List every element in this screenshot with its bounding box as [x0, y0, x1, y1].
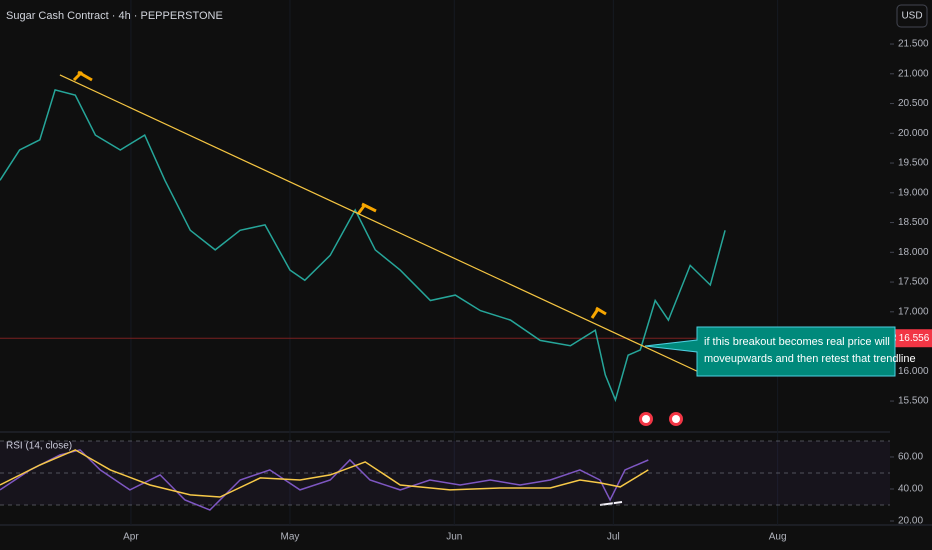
trendline	[59, 74, 706, 376]
event-icons	[639, 412, 683, 426]
y-tick-label: 17.500	[898, 277, 929, 288]
series-line	[0, 449, 649, 511]
series-line	[0, 449, 649, 498]
y-tick-label: 18.500	[898, 217, 929, 228]
y-tick-label: 16.000	[898, 366, 929, 377]
y-tick-label: 20.500	[898, 98, 929, 109]
hammer-icons	[72, 70, 607, 319]
y-tick-label: 19.000	[898, 187, 929, 198]
price-tag-value-bg	[896, 329, 932, 348]
callout-text: if this breakout becomes real price will	[704, 336, 890, 348]
x-tick-label: Jun	[446, 532, 462, 543]
hammer-icon	[590, 306, 607, 319]
y-tick-label: 60.00	[898, 452, 923, 463]
x-tick-label: Jul	[607, 532, 620, 543]
x-tick-label: Apr	[123, 532, 139, 543]
event-icon-inner	[672, 415, 680, 423]
y-tick-label: 20.000	[898, 128, 929, 139]
y-tick-label: 21.500	[898, 39, 929, 50]
y-tick-label: 18.000	[898, 247, 929, 258]
y-tick-label: 21.000	[898, 68, 929, 79]
x-tick-label: May	[280, 532, 299, 543]
chart-title: Sugar Cash Contract · 4h · PEPPERSTONE	[6, 10, 223, 22]
y-tick-label: 17.000	[898, 306, 929, 317]
price-tag-value: 16.556	[899, 333, 930, 344]
callout-text: moveupwards and then retest that trendli…	[704, 353, 916, 365]
rsi-band-fill	[0, 440, 890, 505]
y-tick-label: 19.500	[898, 158, 929, 169]
hammer-icon	[356, 202, 377, 215]
y-tick-label: 15.500	[898, 396, 929, 407]
y-tick-label: 20.00	[898, 516, 923, 527]
rsi-title: RSI (14, close)	[6, 441, 72, 452]
x-tick-label: Aug	[769, 532, 787, 543]
event-icon-inner	[642, 415, 650, 423]
series-line	[0, 88, 726, 403]
callout-box	[644, 326, 896, 377]
hammer-icon	[72, 70, 93, 82]
currency-button[interactable]	[896, 4, 928, 28]
currency-label[interactable]: USD	[901, 11, 922, 22]
y-tick-label: 40.00	[898, 484, 923, 495]
